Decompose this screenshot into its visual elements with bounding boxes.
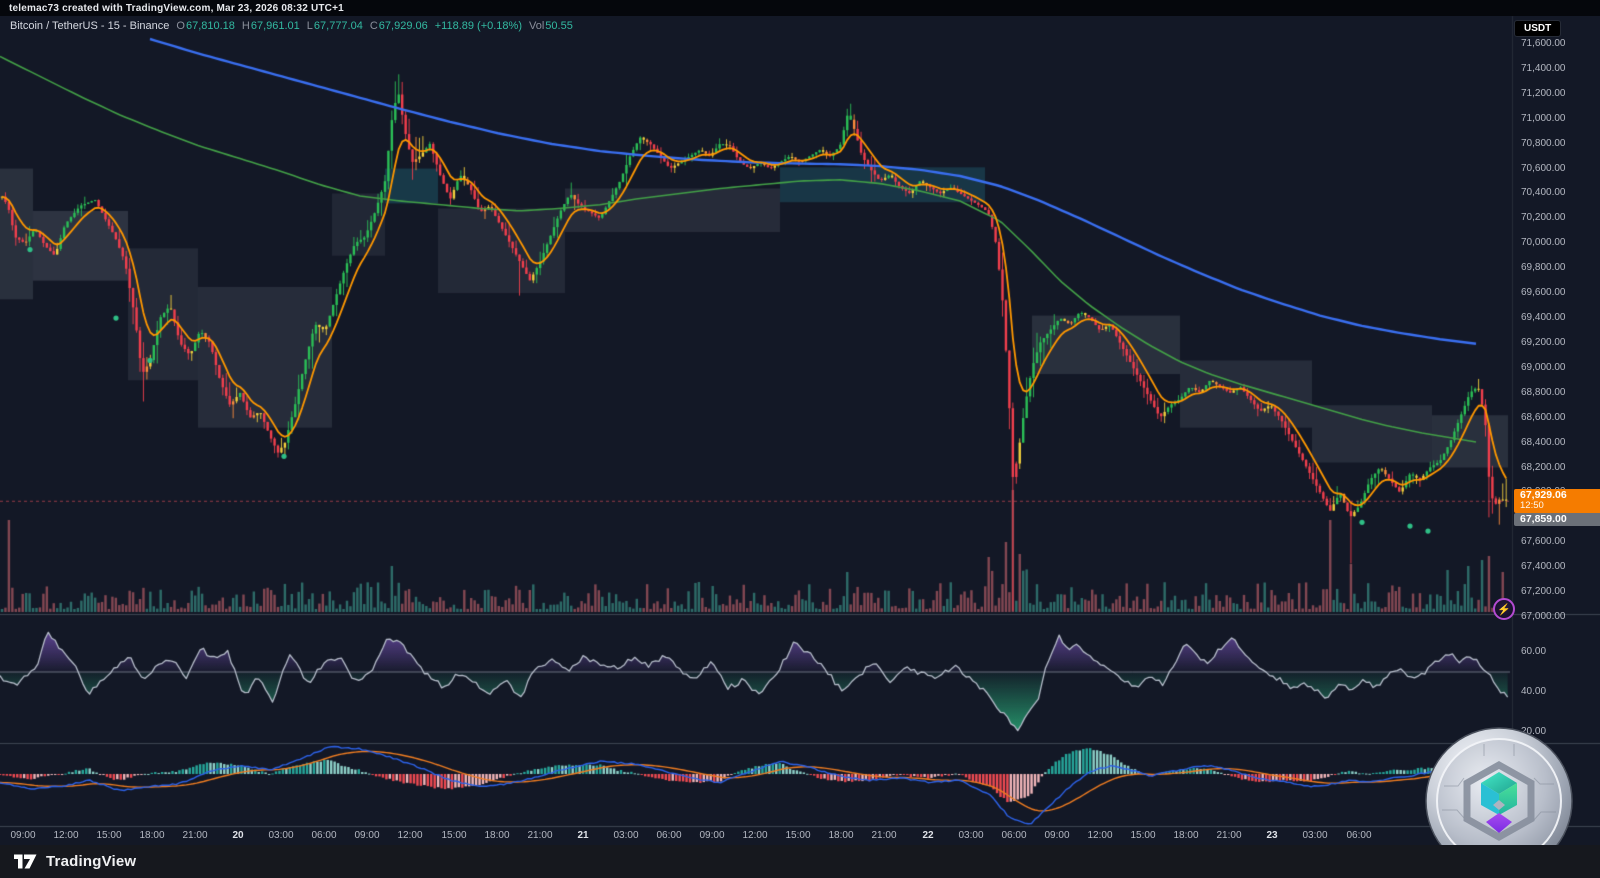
price-tick-label: 68,400.00 (1521, 436, 1566, 448)
time-axis-label: 09:00 (699, 830, 725, 841)
open-label: O (176, 20, 185, 32)
price-tick-label: 70,200.00 (1521, 212, 1566, 224)
open-value: 67,810.18 (185, 20, 235, 32)
price-tick-label: 67,600.00 (1521, 536, 1566, 548)
time-axis-label: 18:00 (139, 830, 165, 841)
price-tick-label: 70,600.00 (1521, 162, 1566, 174)
time-axis-label: 09:00 (10, 830, 36, 841)
attribution-bar: telemac73 created with TradingView.com, … (0, 0, 1600, 16)
time-axis-label: 12:00 (397, 830, 423, 841)
time-axis-label: 06:00 (1001, 830, 1027, 841)
time-axis-label: 18:00 (1173, 830, 1199, 841)
coin-logo-watermark (1424, 726, 1574, 876)
price-tick-label: 67,400.00 (1521, 561, 1566, 573)
high-label: H (241, 20, 250, 32)
time-axis-label: 03:00 (1302, 830, 1328, 841)
time-axis-label: 15:00 (441, 830, 467, 841)
time-axis-label: 15:00 (96, 830, 122, 841)
last-price-badge: 67,929.06 12:50 (1514, 489, 1600, 513)
tradingview-logo[interactable]: TradingView (14, 853, 136, 870)
price-tick-label: 70,800.00 (1521, 137, 1566, 149)
price-tick-label: 69,400.00 (1521, 312, 1566, 324)
secondary-price-badge: 67,859.00 (1514, 513, 1600, 526)
price-tick-label: 69,000.00 (1521, 361, 1566, 373)
time-axis-label: 03:00 (958, 830, 984, 841)
time-axis-label: 03:00 (268, 830, 294, 841)
price-tick-label: 70,400.00 (1521, 187, 1566, 199)
price-tick-label: 68,600.00 (1521, 411, 1566, 423)
price-tick-label: 69,600.00 (1521, 287, 1566, 299)
time-axis-label: 12:00 (1087, 830, 1113, 841)
volume-value: 50.55 (545, 20, 573, 32)
time-axis-label: 12:00 (742, 830, 768, 841)
last-price-value: 67,929.06 (1520, 489, 1567, 501)
time-axis-label: 06:00 (311, 830, 337, 841)
price-tick-label: 70,000.00 (1521, 237, 1566, 249)
time-axis-day-label: 21 (577, 830, 589, 841)
price-tick-label: 68,800.00 (1521, 386, 1566, 398)
price-tick-label: 67,000.00 (1521, 610, 1566, 622)
low-value: 67,777.04 (313, 20, 363, 32)
time-axis-label: 03:00 (613, 830, 639, 841)
time-axis-label: 21:00 (871, 830, 897, 841)
time-axis-label: 09:00 (354, 830, 380, 841)
price-tick-label: 69,200.00 (1521, 336, 1566, 348)
tradingview-footer: TradingView (0, 845, 1600, 878)
bar-countdown: 12:50 (1520, 500, 1544, 511)
close-label: C (369, 20, 378, 32)
price-tick-label: 71,200.00 (1521, 87, 1566, 99)
price-tick-label: 67,200.00 (1521, 586, 1566, 598)
time-axis-label: 21:00 (527, 830, 553, 841)
attribution-text: telemac73 created with TradingView.com, … (9, 2, 344, 14)
close-value: 67,929.06 (378, 20, 428, 32)
oscillator-tick-label: 60.00 (1521, 646, 1547, 657)
oscillator-tick-label: 40.00 (1521, 686, 1547, 697)
oscillator-tick-label: 20.00 (1521, 726, 1547, 737)
price-tick-label: 71,400.00 (1521, 62, 1566, 74)
price-tick-label: 71,600.00 (1521, 38, 1566, 49)
currency-unit-button[interactable]: USDT (1514, 20, 1562, 37)
time-axis-label: 12:00 (53, 830, 79, 841)
tradingview-logo-icon (14, 854, 37, 869)
symbol-legend[interactable]: Bitcoin / TetherUS - 15 - Binance O 67,81… (10, 20, 573, 32)
time-axis-label: 15:00 (1130, 830, 1156, 841)
time-axis-label: 21:00 (1216, 830, 1242, 841)
time-axis-day-label: 20 (232, 830, 244, 841)
time-axis-label: 18:00 (484, 830, 510, 841)
low-label: L (306, 20, 313, 32)
time-axis-label: 09:00 (1044, 830, 1070, 841)
price-tick-label: 68,200.00 (1521, 461, 1566, 473)
time-axis-label: 06:00 (656, 830, 682, 841)
quick-trade-lightning-icon[interactable]: ⚡ (1493, 598, 1515, 620)
volume-label: Vol (528, 20, 545, 32)
high-value: 67,961.01 (250, 20, 300, 32)
time-axis-label: 21:00 (182, 830, 208, 841)
price-tick-label: 71,000.00 (1521, 112, 1566, 124)
price-tick-label: 69,800.00 (1521, 262, 1566, 274)
time-axis-label: 18:00 (828, 830, 854, 841)
time-axis-label: 15:00 (785, 830, 811, 841)
symbol-title[interactable]: Bitcoin / TetherUS - 15 - Binance (10, 20, 170, 32)
change-value: +118.89 (+0.18%) (434, 20, 522, 32)
time-axis-day-label: 23 (1266, 830, 1278, 841)
time-axis-label: 06:00 (1346, 830, 1372, 841)
tradingview-wordmark: TradingView (46, 853, 137, 870)
time-axis-day-label: 22 (922, 830, 934, 841)
